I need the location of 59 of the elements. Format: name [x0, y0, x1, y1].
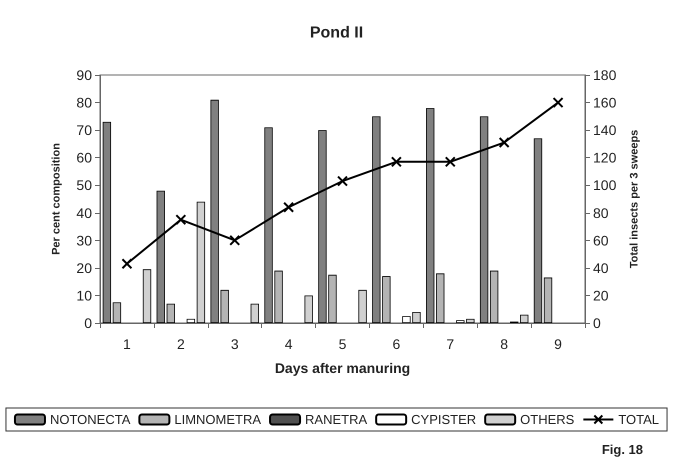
- y2-tick-label: 40: [593, 260, 609, 276]
- x-tick-label: 6: [392, 336, 400, 352]
- bar: [412, 312, 421, 323]
- y2-tick-label: 160: [593, 94, 617, 111]
- x-tick-label: 1: [123, 336, 132, 352]
- y-tick-label: 20: [76, 260, 92, 276]
- x-tick-label: 2: [176, 336, 185, 352]
- point: [121, 258, 132, 270]
- y-tick-label: 40: [76, 204, 92, 221]
- y-tick-label: 10: [76, 287, 92, 304]
- y2-tick-label: 180: [593, 67, 617, 83]
- x-tick-label: 8: [500, 336, 508, 352]
- bar: [358, 290, 367, 323]
- y2-tick-label: 120: [593, 150, 617, 166]
- point: [498, 137, 510, 148]
- y2-tick-label: 100: [593, 177, 617, 194]
- y-tick-label: 90: [76, 67, 92, 83]
- point: [552, 97, 564, 108]
- y2-tick-label: 20: [593, 287, 609, 304]
- caption: Fig. 18: [602, 442, 644, 457]
- bar: [402, 316, 411, 323]
- legend-label: TOTAL: [618, 412, 660, 427]
- x-tick-label: 5: [338, 336, 347, 352]
- y2-tick-label: 0: [593, 315, 601, 331]
- point: [175, 214, 186, 226]
- y-axis-title: Per cent composition: [50, 142, 62, 255]
- y2-tick-label: 60: [593, 232, 609, 248]
- bar: [534, 138, 542, 323]
- y-tick-label: 70: [76, 122, 92, 138]
- bar: [274, 270, 283, 323]
- x-axis-title: Days after manuring: [274, 360, 410, 376]
- y-tick-label: 50: [76, 177, 92, 194]
- point: [337, 176, 348, 187]
- x-tick-label: 9: [554, 336, 562, 352]
- bar: [304, 295, 313, 323]
- y-tick-label: 0: [84, 315, 92, 331]
- legend-label: OTHERS: [520, 412, 575, 427]
- chart-title: Pond II: [310, 24, 364, 42]
- bar: [142, 269, 152, 323]
- y2-tick-label: 140: [593, 122, 617, 138]
- point: [390, 156, 402, 168]
- bar: [544, 278, 552, 323]
- y-tick-label: 80: [76, 94, 92, 111]
- y2-tick-label: 80: [593, 204, 609, 221]
- y2-axis-title: Total insects per 3 sweeps: [628, 130, 640, 268]
- bar: [328, 274, 337, 323]
- y-tick-label: 60: [76, 150, 92, 166]
- bar: [250, 304, 259, 323]
- legend-label: NOTONECTA: [50, 412, 131, 427]
- y-tick-label: 30: [76, 232, 92, 248]
- x-tick-label: 4: [284, 336, 293, 352]
- legend-label: LIMNOMETRA: [174, 412, 262, 427]
- point: [444, 156, 456, 168]
- legend-label: CYPISTER: [411, 412, 476, 427]
- point: [229, 234, 240, 246]
- x-tick-label: 7: [446, 336, 454, 352]
- x-tick-label: 3: [230, 336, 239, 352]
- legend-label: RANETRA: [305, 412, 368, 427]
- point: [283, 202, 294, 213]
